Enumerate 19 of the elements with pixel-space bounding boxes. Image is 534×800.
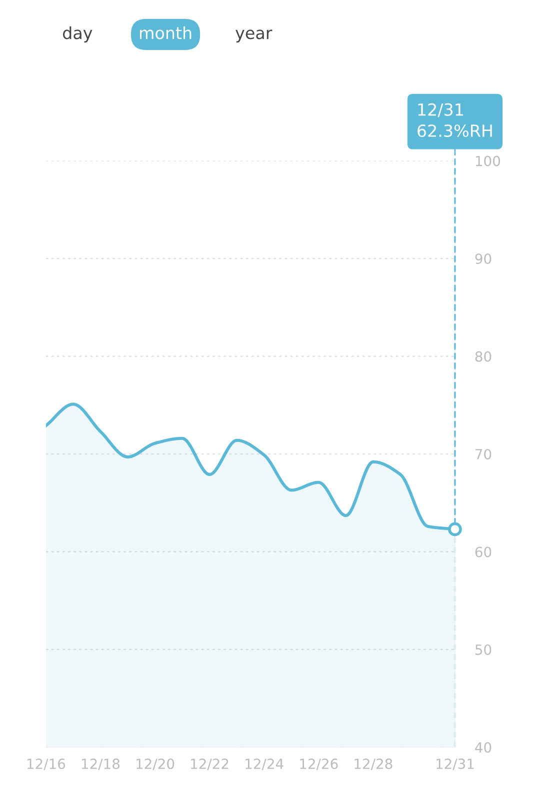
- y-tick-label: 60: [475, 546, 492, 558]
- text: day: [63, 26, 92, 42]
- x-tick-label: 12/28: [354, 758, 392, 770]
- x-tick-label: 12/24: [246, 758, 284, 770]
- y-tick-label: 80: [475, 351, 492, 362]
- x-tick-label: 12/20: [136, 758, 174, 770]
- x-tick-label: 12/18: [82, 758, 120, 770]
- text: month: [140, 26, 192, 40]
- x-tick-label: 12/31: [436, 758, 474, 770]
- y-tick-label: 100: [476, 156, 500, 166]
- text: year: [236, 30, 272, 42]
- x-tick-label: 12/26: [300, 758, 338, 770]
- annotation: 12/31 62.3%RH: [418, 103, 492, 138]
- y-tick-label: 50: [475, 644, 492, 655]
- x-tick-label: 12/16: [27, 758, 66, 770]
- y-tick-label: 70: [476, 448, 492, 460]
- y-tick-label: 40: [475, 742, 492, 753]
- y-tick-label: 90: [475, 254, 492, 264]
- x-tick-label: 12/22: [191, 758, 228, 770]
